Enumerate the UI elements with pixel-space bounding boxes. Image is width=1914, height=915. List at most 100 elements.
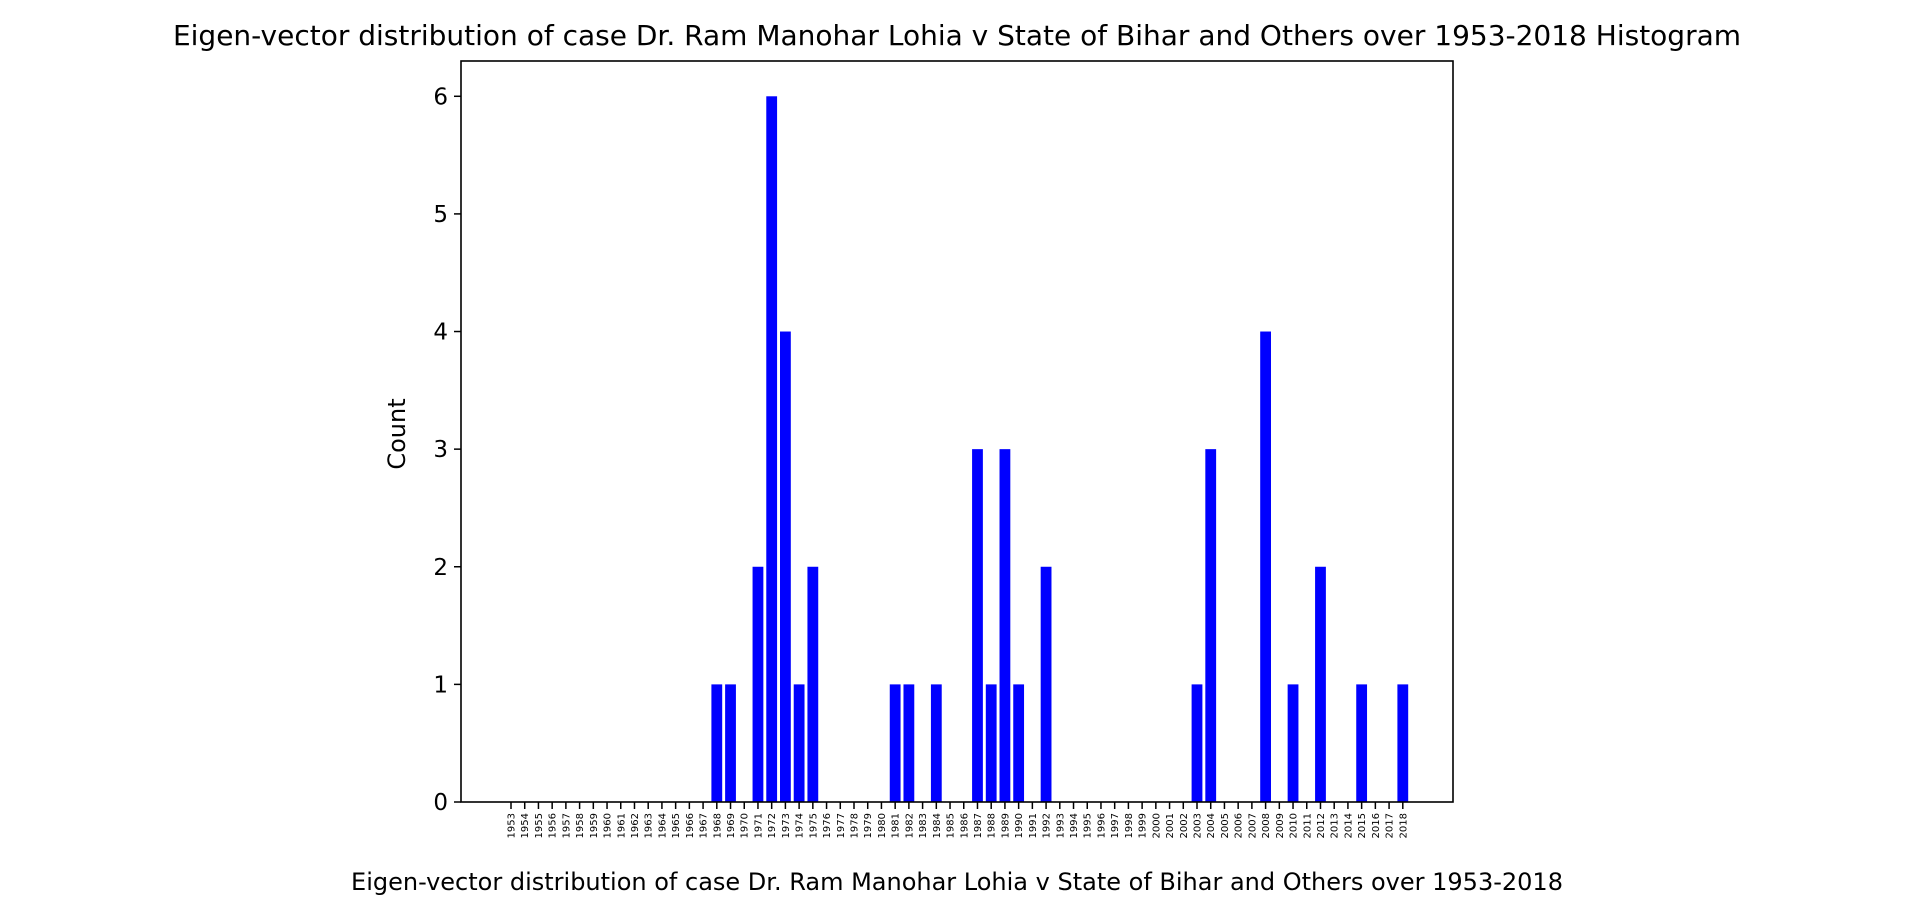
- x-tick-label: 2017: [1385, 813, 1396, 838]
- x-tick-label: 1995: [1083, 813, 1094, 838]
- x-tick-label: 1970: [740, 813, 751, 838]
- x-tick-label: 2018: [1398, 813, 1409, 838]
- x-tick-label: 2000: [1151, 813, 1162, 838]
- x-tick-label: 1975: [808, 813, 819, 838]
- x-tick-label: 2007: [1247, 813, 1258, 838]
- x-tick-label: 1973: [781, 813, 792, 838]
- y-tick-label: 3: [433, 437, 448, 463]
- bar-2015: [1356, 684, 1368, 802]
- x-axis-label: Eigen-vector distribution of case Dr. Ra…: [351, 868, 1563, 896]
- x-tick-label: 2015: [1357, 813, 1368, 838]
- x-tick-label: 1978: [850, 813, 861, 838]
- x-tick-label: 1954: [520, 813, 531, 838]
- x-tick-label: 2009: [1275, 813, 1286, 838]
- x-tick-label: 2002: [1179, 813, 1190, 838]
- x-tick-label: 1969: [726, 813, 737, 838]
- bar-1992: [1040, 566, 1052, 802]
- bars-group: [711, 96, 1409, 803]
- x-tick-label: 1971: [753, 813, 764, 838]
- x-tick-label: 2003: [1193, 813, 1204, 838]
- x-tick-label: 1996: [1096, 813, 1107, 838]
- x-tick-label: 1979: [863, 813, 874, 838]
- x-tick-label: 2013: [1330, 813, 1341, 838]
- x-tick-label: 1986: [959, 813, 970, 838]
- y-tick-label: 1: [433, 672, 448, 698]
- x-tick-label: 1977: [836, 813, 847, 838]
- x-tick-label: 2008: [1261, 813, 1272, 838]
- x-tick-label: 2010: [1289, 813, 1300, 838]
- bar-1989: [999, 449, 1011, 802]
- x-tick-label: 1972: [767, 813, 778, 838]
- x-tick-label: 1980: [877, 813, 888, 838]
- bar-1974: [793, 684, 805, 802]
- y-tick-label: 4: [433, 320, 448, 346]
- x-tick-label: 1999: [1138, 813, 1149, 838]
- x-tick-label: 1957: [561, 813, 572, 838]
- bar-2008: [1260, 331, 1271, 802]
- x-tick-label: 2016: [1371, 813, 1382, 838]
- x-tick-label: 1965: [671, 813, 682, 838]
- x-ticks-group: 1953 1954 1955 1956 1957 1958 1959 1960 1961 1962…: [507, 802, 1409, 838]
- x-tick-label: 2012: [1316, 813, 1327, 838]
- x-tick-label: 1964: [657, 813, 668, 838]
- x-tick-label: 2011: [1302, 813, 1313, 838]
- bar-1972: [766, 96, 778, 803]
- x-tick-label: 1955: [534, 813, 545, 838]
- x-tick-label: 1982: [904, 813, 915, 838]
- x-tick-label: 1963: [644, 813, 655, 838]
- x-tick-label: 1962: [630, 813, 641, 838]
- x-tick-label: 1974: [795, 813, 806, 838]
- x-tick-label: 1988: [987, 813, 998, 838]
- y-axis-label: Count: [383, 398, 411, 469]
- x-tick-label: 1981: [891, 813, 902, 838]
- x-tick-label: 1960: [603, 813, 614, 838]
- chart-title: Eigen-vector distribution of case Dr. Ra…: [173, 19, 1741, 52]
- x-tick-label: 1984: [932, 813, 943, 838]
- bar-2018: [1397, 684, 1409, 802]
- y-tick-label: 2: [433, 555, 448, 581]
- x-tick-label: 2005: [1220, 813, 1231, 838]
- x-tick-label: 1992: [1042, 813, 1053, 838]
- x-tick-label: 2001: [1165, 813, 1176, 838]
- bar-1984: [930, 684, 942, 802]
- bar-1981: [889, 684, 901, 802]
- x-tick-label: 1958: [575, 813, 586, 838]
- x-tick-label: 1985: [946, 813, 957, 838]
- x-tick-label: 1961: [616, 813, 627, 838]
- x-tick-label: 1994: [1069, 813, 1080, 838]
- x-tick-label: 1956: [548, 813, 559, 838]
- bar-2010: [1287, 684, 1299, 802]
- x-tick-label: 2014: [1343, 813, 1354, 838]
- x-tick-label: 2006: [1234, 813, 1245, 838]
- bar-1987: [972, 449, 983, 802]
- y-ticks-group: 0 1 2 3 4 5 6: [433, 84, 461, 816]
- x-tick-label: 1983: [918, 813, 929, 838]
- x-tick-label: 1989: [1000, 813, 1011, 838]
- x-tick-label: 1991: [1028, 813, 1039, 838]
- x-tick-label: 1993: [1055, 813, 1066, 838]
- x-tick-label: 1997: [1110, 813, 1121, 838]
- x-tick-label: 1968: [712, 813, 723, 838]
- x-tick-label: 1998: [1124, 813, 1135, 838]
- x-tick-label: 2004: [1206, 813, 1217, 838]
- y-tick-label: 5: [433, 202, 448, 228]
- bar-2012: [1315, 566, 1326, 802]
- bar-1975: [807, 566, 819, 802]
- bar-1990: [1013, 684, 1025, 802]
- bar-2004: [1205, 449, 1217, 802]
- x-tick-label: 1967: [699, 813, 710, 838]
- bar-1982: [903, 684, 915, 802]
- plot-area-frame: [460, 60, 1454, 803]
- bar-1973: [780, 331, 791, 802]
- x-tick-label: 1990: [1014, 813, 1025, 838]
- x-tick-label: 1959: [589, 813, 600, 838]
- bar-1969: [725, 684, 736, 802]
- bar-2003: [1191, 684, 1203, 802]
- y-tick-label: 0: [433, 790, 448, 816]
- y-tick-label: 6: [433, 84, 448, 110]
- bar-1971: [752, 566, 764, 802]
- x-tick-label: 1966: [685, 813, 696, 838]
- bar-1968: [711, 684, 723, 802]
